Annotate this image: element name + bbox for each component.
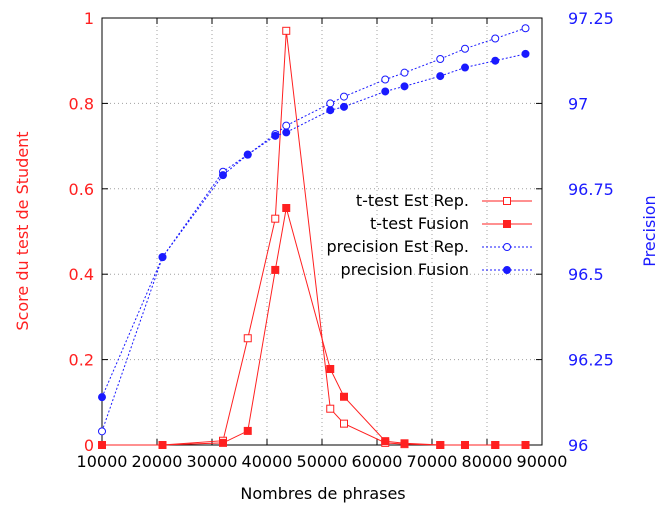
data-point — [271, 265, 280, 274]
data-point — [340, 419, 348, 428]
data-point — [326, 404, 335, 413]
data-point — [381, 87, 390, 96]
y-right-tick-label: 96.75 — [568, 180, 614, 199]
series-line — [101, 53, 526, 398]
series-1 — [98, 204, 530, 449]
data-point — [326, 106, 335, 115]
y-left-tick-label: 0.2 — [69, 351, 94, 370]
legend-label: t-test Est Rep. — [356, 191, 469, 210]
data-point — [243, 426, 252, 435]
series-line — [102, 207, 526, 446]
data-point — [436, 54, 445, 63]
x-tick-label: 20000 — [132, 452, 183, 471]
y-axis-title-left: Score du test de Student — [13, 131, 32, 330]
legend: t-test Est Rep. t-test Fusion precision Es… — [326, 191, 532, 279]
data-point — [521, 441, 530, 449]
data-point — [98, 393, 106, 402]
data-point — [243, 334, 252, 343]
data-point — [282, 128, 291, 137]
grid — [102, 18, 542, 445]
data-point — [491, 34, 500, 43]
legend-marker — [503, 243, 511, 251]
data-point — [219, 438, 227, 447]
data-point — [282, 26, 291, 35]
y-right-tick-label: 96.5 — [568, 265, 604, 284]
data-point — [521, 49, 530, 58]
series-3 — [98, 49, 530, 402]
legend-label: precision Fusion — [341, 260, 469, 279]
data-point — [381, 437, 390, 446]
series-line — [101, 27, 526, 432]
data-point — [400, 439, 409, 448]
data-point — [271, 214, 280, 223]
data-point — [400, 82, 409, 91]
x-tick-label: 80000 — [462, 452, 513, 471]
data-point — [491, 441, 500, 449]
data-point — [282, 204, 291, 213]
legend-marker — [503, 220, 511, 228]
legend-label: t-test Fusion — [370, 214, 469, 233]
x-tick-label: 30000 — [187, 452, 238, 471]
legend-marker — [503, 266, 511, 274]
y-left-tick-label: 0 — [84, 436, 94, 455]
legend-label: precision Est Rep. — [326, 237, 469, 256]
data-point — [436, 441, 445, 449]
y-left-tick-label: 1 — [84, 9, 94, 28]
y-axis-title-right: Precision — [640, 195, 659, 266]
x-tick-label: 70000 — [407, 452, 458, 471]
data-point — [521, 24, 530, 33]
y-left-tick-label: 0.6 — [69, 180, 94, 199]
data-point — [271, 131, 280, 140]
data-point — [400, 68, 409, 77]
data-point — [461, 441, 469, 449]
series-layer — [98, 24, 530, 449]
data-point — [98, 441, 106, 449]
data-point — [158, 253, 167, 262]
y-left-tick-label: 0.4 — [69, 265, 94, 284]
x-tick-label: 50000 — [297, 452, 348, 471]
y-right-tick-label: 97.25 — [568, 9, 614, 28]
data-point — [219, 171, 227, 180]
x-tick-label: 10000 — [77, 452, 128, 471]
data-point — [491, 56, 500, 65]
data-point — [461, 44, 469, 53]
x-tick-label: 90000 — [517, 452, 568, 471]
data-point — [326, 364, 335, 373]
y-left-tick-label: 0.8 — [69, 94, 94, 113]
data-point — [282, 121, 291, 130]
y-right-tick-label: 96.25 — [568, 351, 614, 370]
data-point — [98, 427, 106, 436]
data-point — [243, 150, 252, 159]
data-point — [158, 441, 167, 449]
ticks: 10000 20000 30000 40000 50000 60000 70000 80000… — [69, 9, 614, 471]
x-axis-title: Nombres de phrases — [240, 484, 405, 503]
y-right-tick-label: 96 — [568, 436, 588, 455]
data-point — [340, 92, 348, 101]
y-right-tick-label: 97 — [568, 94, 588, 113]
data-point — [381, 75, 390, 84]
data-point — [340, 102, 348, 111]
x-tick-label: 40000 — [242, 452, 293, 471]
data-point — [436, 72, 445, 81]
data-point — [461, 63, 469, 72]
x-tick-label: 60000 — [352, 452, 403, 471]
data-point — [326, 99, 335, 108]
legend-marker — [503, 197, 511, 205]
data-point — [340, 392, 348, 401]
